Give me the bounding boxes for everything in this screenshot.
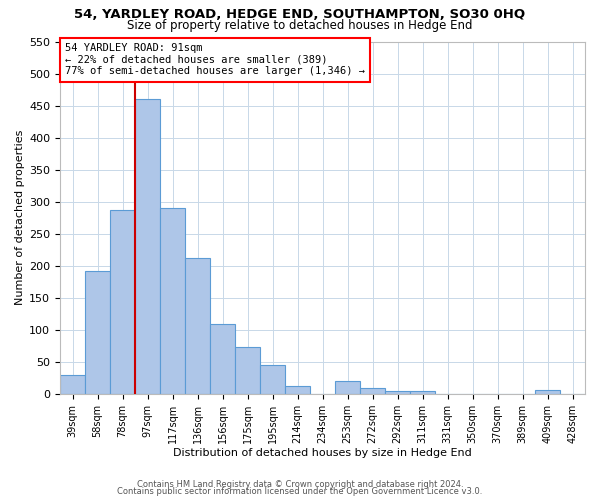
Bar — [160, 208, 185, 394]
Bar — [410, 391, 435, 394]
Text: 54 YARDLEY ROAD: 91sqm
← 22% of detached houses are smaller (389)
77% of semi-de: 54 YARDLEY ROAD: 91sqm ← 22% of detached… — [65, 44, 365, 76]
Bar — [210, 324, 235, 394]
Bar — [285, 386, 310, 394]
Bar — [85, 271, 110, 394]
Text: 54, YARDLEY ROAD, HEDGE END, SOUTHAMPTON, SO30 0HQ: 54, YARDLEY ROAD, HEDGE END, SOUTHAMPTON… — [74, 8, 526, 20]
Bar — [260, 364, 285, 394]
X-axis label: Distribution of detached houses by size in Hedge End: Distribution of detached houses by size … — [173, 448, 472, 458]
Bar — [335, 380, 360, 394]
Y-axis label: Number of detached properties: Number of detached properties — [15, 130, 25, 306]
Bar — [385, 391, 410, 394]
Bar — [535, 390, 560, 394]
Bar — [60, 375, 85, 394]
Bar — [360, 388, 385, 394]
Bar — [235, 346, 260, 394]
Text: Size of property relative to detached houses in Hedge End: Size of property relative to detached ho… — [127, 19, 473, 32]
Text: Contains public sector information licensed under the Open Government Licence v3: Contains public sector information licen… — [118, 487, 482, 496]
Bar — [185, 258, 210, 394]
Text: Contains HM Land Registry data © Crown copyright and database right 2024.: Contains HM Land Registry data © Crown c… — [137, 480, 463, 489]
Bar — [135, 99, 160, 394]
Bar — [110, 210, 135, 394]
